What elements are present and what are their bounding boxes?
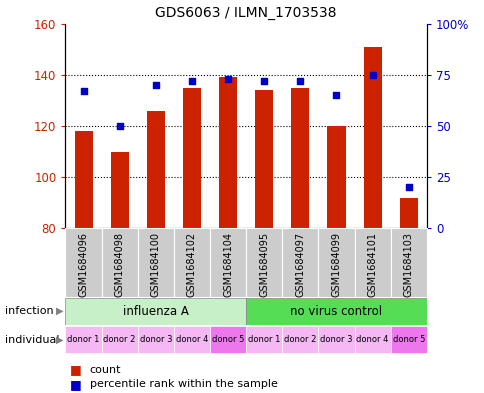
Text: GSM1684102: GSM1684102 — [186, 232, 197, 297]
Bar — [282, 326, 318, 353]
Text: donor 4: donor 4 — [356, 335, 388, 344]
Text: ▶: ▶ — [56, 334, 63, 345]
Bar — [390, 228, 426, 297]
Text: donor 4: donor 4 — [175, 335, 208, 344]
Text: GSM1684099: GSM1684099 — [331, 232, 341, 297]
Text: individual: individual — [5, 334, 59, 345]
Text: GSM1684101: GSM1684101 — [367, 232, 377, 297]
Bar — [75, 131, 92, 228]
Text: donor 2: donor 2 — [284, 335, 316, 344]
Bar — [363, 47, 381, 228]
Point — [79, 88, 87, 94]
Bar — [245, 228, 282, 297]
Bar — [210, 326, 245, 353]
Text: donor 1: donor 1 — [67, 335, 100, 344]
Text: ■: ■ — [70, 378, 82, 391]
Title: GDS6063 / ILMN_1703538: GDS6063 / ILMN_1703538 — [155, 6, 336, 20]
Bar — [182, 88, 200, 228]
Text: GSM1684096: GSM1684096 — [78, 232, 89, 297]
Text: ▶: ▶ — [56, 306, 63, 316]
Bar — [282, 228, 318, 297]
Bar — [318, 326, 354, 353]
Bar — [354, 228, 390, 297]
Point — [188, 78, 196, 84]
Text: donor 5: donor 5 — [392, 335, 424, 344]
Bar — [210, 228, 245, 297]
Bar — [65, 298, 245, 325]
Bar — [390, 326, 426, 353]
Bar — [110, 152, 128, 228]
Bar — [354, 326, 390, 353]
Text: donor 2: donor 2 — [103, 335, 136, 344]
Text: percentile rank within the sample: percentile rank within the sample — [90, 379, 277, 389]
Bar — [255, 90, 272, 228]
Bar — [102, 326, 137, 353]
Bar — [137, 326, 173, 353]
Text: GSM1684095: GSM1684095 — [258, 232, 269, 297]
Bar — [245, 326, 282, 353]
Bar — [291, 88, 309, 228]
Bar — [318, 228, 354, 297]
Point — [224, 76, 231, 82]
Text: donor 3: donor 3 — [319, 335, 352, 344]
Text: GSM1684100: GSM1684100 — [151, 232, 161, 297]
Point — [368, 72, 376, 78]
Text: GSM1684097: GSM1684097 — [295, 232, 305, 297]
Bar — [137, 228, 173, 297]
Point — [296, 78, 303, 84]
Text: GSM1684104: GSM1684104 — [223, 232, 233, 297]
Text: GSM1684103: GSM1684103 — [403, 232, 413, 297]
Point — [116, 123, 123, 129]
Point — [332, 92, 340, 98]
Bar — [147, 110, 165, 228]
Text: donor 3: donor 3 — [139, 335, 172, 344]
Bar — [399, 198, 417, 228]
Text: count: count — [90, 365, 121, 375]
Bar — [327, 126, 345, 228]
Point — [260, 78, 268, 84]
Text: ■: ■ — [70, 364, 82, 376]
Text: donor 5: donor 5 — [212, 335, 244, 344]
Bar — [65, 326, 102, 353]
Bar — [173, 228, 210, 297]
Text: donor 1: donor 1 — [247, 335, 280, 344]
Point — [151, 82, 159, 88]
Bar — [173, 326, 210, 353]
Bar — [102, 228, 137, 297]
Text: no virus control: no virus control — [290, 305, 382, 318]
Bar — [65, 228, 102, 297]
Text: infection: infection — [5, 306, 53, 316]
Bar — [245, 298, 426, 325]
Text: GSM1684098: GSM1684098 — [114, 232, 124, 297]
Text: influenza A: influenza A — [122, 305, 188, 318]
Point — [404, 184, 412, 191]
Bar — [219, 77, 237, 228]
